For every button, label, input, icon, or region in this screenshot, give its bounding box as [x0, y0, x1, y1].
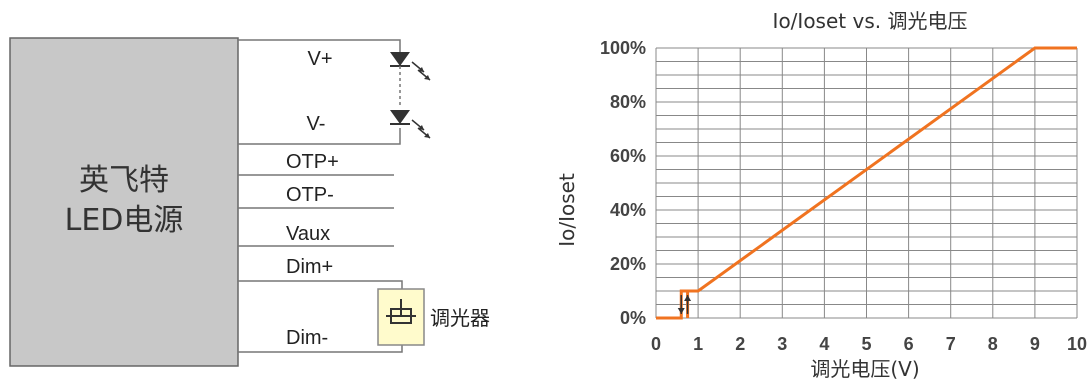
- terminal-v-plus: V+: [307, 48, 332, 70]
- potentiometer-icon: [377, 288, 425, 346]
- y-axis-title: Io/Ioset: [555, 173, 579, 247]
- series-layer: [656, 46, 1077, 320]
- v-minus-wire: [238, 128, 401, 145]
- power-supply-model: LED电源: [65, 203, 184, 238]
- y-tick-label: 20%: [610, 254, 646, 274]
- y-tick-label: 0%: [620, 308, 646, 328]
- terminal-vaux: Vaux: [286, 223, 330, 245]
- x-tick-label: 9: [1030, 334, 1040, 354]
- led-diode-icon: [390, 110, 431, 139]
- series-line: [687, 46, 1077, 293]
- arrow-up-icon: [684, 295, 692, 314]
- y-tick-labels: 0% 20% 40% 60% 80% 100%: [600, 38, 646, 328]
- chart-grid: [655, 47, 1078, 319]
- dimming-curve-chart: Io/Ioset vs. 调光电压 0% 20% 40% 60% 80% 100% 0 1 2…: [555, 9, 1087, 381]
- x-tick-label: 2: [735, 334, 745, 354]
- x-axis-title: 调光电压(V): [810, 357, 919, 381]
- dimmer-label: 调光器: [430, 306, 490, 330]
- y-tick-label: 40%: [610, 200, 646, 220]
- dim-minus-wire: [238, 343, 403, 353]
- y-tick-label: 60%: [610, 146, 646, 166]
- x-tick-label: 10: [1067, 334, 1087, 354]
- x-tick-label: 6: [904, 334, 914, 354]
- x-tick-label: 0: [651, 334, 661, 354]
- x-tick-label: 3: [777, 334, 787, 354]
- chart-title: Io/Ioset vs. 调光电压: [773, 9, 968, 33]
- y-tick-label: 100%: [600, 38, 646, 58]
- power-supply-name: 英飞特: [79, 163, 169, 198]
- led-diode-icon: [390, 52, 431, 81]
- v-plus-wire: [238, 39, 401, 56]
- power-supply-box: [9, 37, 239, 367]
- x-tick-label: 4: [819, 334, 829, 354]
- x-tick-labels: 0 1 2 3 4 5 6 7 8 9 10: [651, 334, 1087, 354]
- x-tick-label: 7: [946, 334, 956, 354]
- terminal-dim-plus: Dim+: [286, 256, 333, 278]
- x-tick-label: 5: [861, 334, 871, 354]
- y-tick-label: 80%: [610, 92, 646, 112]
- terminal-dim-minus: Dim-: [286, 327, 328, 349]
- x-tick-label: 1: [693, 334, 703, 354]
- circuit-diagram: 英飞特 LED电源 V+ V- OTP+ OTP- Vaux Dim+ Dim-: [9, 37, 490, 367]
- x-tick-label: 8: [988, 334, 998, 354]
- dim-plus-wire: [238, 280, 403, 290]
- terminal-otp-minus: OTP-: [286, 184, 334, 206]
- terminal-otp-plus: OTP+: [286, 151, 339, 173]
- terminal-v-minus: V-: [307, 113, 326, 135]
- arrow-down-icon: [677, 295, 685, 314]
